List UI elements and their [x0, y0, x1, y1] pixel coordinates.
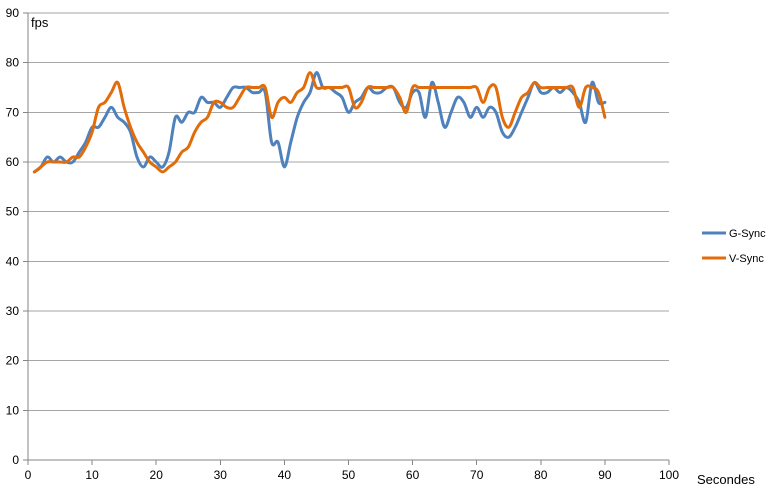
y-tick-label: 50 [6, 205, 20, 219]
y-axis-label: fps [31, 15, 49, 30]
x-axis-label: Secondes [697, 472, 755, 487]
x-tick-label: 40 [278, 468, 292, 482]
y-tick-label: 0 [12, 453, 19, 467]
x-tick-label: 0 [25, 468, 32, 482]
x-tick-label: 30 [214, 468, 228, 482]
series-line-v-sync [32, 71, 607, 174]
y-tick-label: 70 [6, 105, 20, 119]
x-tick-labels: 0 10 20 30 40 50 60 70 80 90 100 [25, 460, 679, 482]
y-tick-label: 90 [6, 6, 20, 20]
x-tick-label: 10 [85, 468, 99, 482]
legend-label: G-Sync [729, 228, 766, 240]
y-tick-label: 40 [6, 254, 20, 268]
x-tick-label: 90 [598, 468, 612, 482]
y-tick-label: 10 [6, 403, 20, 417]
y-tick-label: 60 [6, 155, 20, 169]
series-lines [32, 71, 607, 174]
y-tick-labels: 0 10 20 30 40 50 60 70 80 90 [6, 6, 28, 467]
legend-label: V-Sync [729, 253, 764, 265]
x-tick-label: 60 [406, 468, 420, 482]
x-tick-label: 100 [659, 468, 679, 482]
y-tick-label: 80 [6, 56, 20, 70]
x-tick-label: 70 [470, 468, 484, 482]
x-tick-label: 20 [150, 468, 164, 482]
y-tick-label: 20 [6, 354, 20, 368]
x-tick-label: 80 [534, 468, 548, 482]
y-tick-label: 30 [6, 304, 20, 318]
gridlines [28, 12, 669, 411]
series-line-g-sync [32, 71, 607, 174]
x-tick-label: 50 [342, 468, 356, 482]
axes [27, 13, 669, 461]
legend: G-Sync V-Sync [702, 228, 766, 265]
